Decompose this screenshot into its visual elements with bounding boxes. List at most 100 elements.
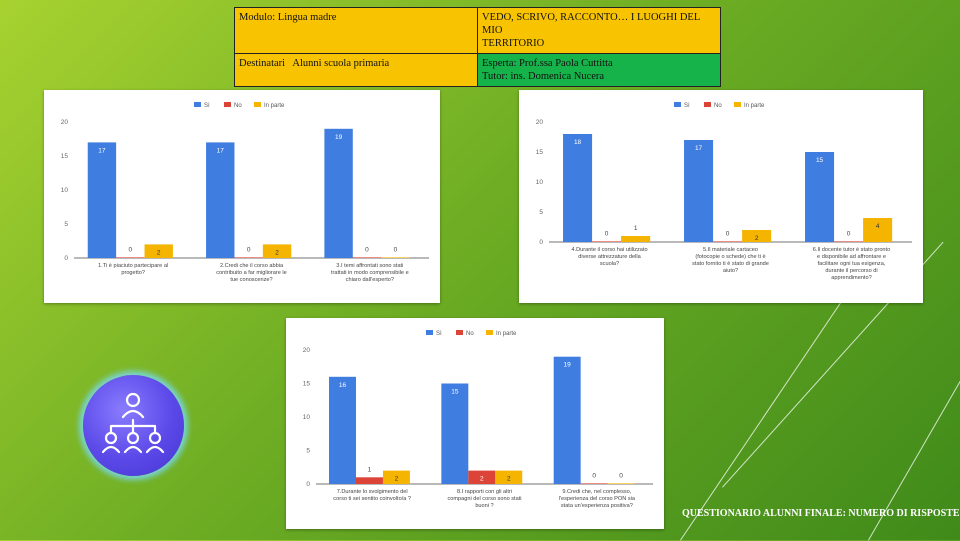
x-tick-label: 4.Durante il corso hai utilizzato: [571, 247, 647, 253]
data-label: 17: [217, 147, 225, 154]
bar: [553, 356, 581, 484]
x-tick-label: stato fornito ti è stato di grande: [692, 261, 769, 267]
bar: [495, 470, 523, 484]
data-label: 2: [507, 476, 511, 483]
x-tick-label: stata un'esperienza positiva?: [561, 503, 633, 509]
x-tick-label: trattati in modo comprensibile e: [331, 270, 409, 276]
data-label: 19: [564, 362, 572, 369]
x-tick-label: 7.Durante lo svolgimento del: [337, 489, 408, 495]
y-tick-label: 10: [61, 187, 69, 194]
y-tick-label: 10: [536, 179, 544, 186]
data-label: 18: [574, 139, 582, 146]
x-tick-label: tue conoscenze?: [230, 277, 272, 283]
module-label: Modulo: Lingua madre: [234, 7, 478, 54]
legend-label: In parte: [264, 103, 285, 109]
data-label: 2: [480, 476, 484, 483]
y-tick-label: 5: [539, 209, 543, 216]
data-label: 2: [275, 249, 279, 256]
x-tick-label: facilitare ogni tua esigenza,: [818, 261, 886, 267]
x-tick-label: 3.I temi affrontati sono stati: [336, 263, 403, 269]
data-label: 0: [847, 230, 851, 237]
bar: [382, 470, 410, 484]
expert-label: Esperta: Prof.ssa Paola Cuttitta: [482, 58, 613, 69]
bar: [116, 257, 145, 258]
y-tick-label: 5: [64, 221, 68, 228]
legend-swatch: [194, 102, 201, 107]
x-tick-label: l'esperienza del corso PON sia: [559, 496, 636, 502]
legend-swatch: [254, 102, 261, 107]
bar: [805, 152, 835, 242]
x-tick-label: buoni ?: [475, 503, 493, 509]
project-title: VEDO, SCRIVO, RACCONTO… I LUOGHI DEL MIO…: [477, 7, 721, 54]
x-tick-label: corso ti sei sentito coinvolto/a ?: [333, 496, 411, 502]
y-tick-label: 20: [61, 119, 69, 126]
y-tick-label: 15: [61, 153, 69, 160]
legend-label: Sì: [204, 103, 210, 109]
x-tick-label: 9.Credi che, nel complesso,: [562, 489, 631, 495]
x-tick-label: 2.Credi che il corso abbia: [220, 263, 284, 269]
bar: [592, 241, 622, 242]
bar: [621, 236, 651, 242]
chart-panel-2: Sì No In parte 0 5 10 15 20 18 0 1 4.Durante il cor…: [519, 90, 923, 303]
legend-swatch: [734, 102, 741, 107]
bar: [352, 257, 382, 258]
data-label: 15: [816, 157, 824, 164]
bar: [742, 230, 772, 242]
y-tick-label: 15: [303, 381, 311, 388]
data-label: 0: [394, 246, 398, 253]
survey-caption: QUESTIONARIO ALUNNI FINALE: NUMERO DI RI…: [682, 508, 960, 519]
data-label: 1: [368, 466, 372, 473]
staff-info: Esperta: Prof.ssa Paola Cuttitta Tutor: …: [477, 53, 721, 87]
x-tick-label: apprendimento?: [831, 275, 871, 281]
bar: [607, 483, 635, 484]
legend-swatch: [426, 330, 433, 335]
data-label: 17: [695, 145, 703, 152]
x-tick-label: compagni del corso sono stati: [447, 496, 521, 502]
bar: [329, 376, 356, 484]
bar: [324, 128, 353, 258]
data-label: 0: [726, 230, 730, 237]
x-tick-label: 5.Il materiale cartaceo: [703, 247, 758, 253]
data-label: 0: [129, 246, 133, 253]
bar: [563, 134, 593, 242]
x-tick-label: contribuito a far migliorare le: [216, 270, 287, 276]
bar: [834, 241, 864, 242]
data-label: 19: [335, 134, 343, 141]
chart-panel-3: Sì No In parte 0 5 10 15 20 16 1 2 7.Durante lo svo…: [286, 318, 664, 529]
legend-label: No: [466, 331, 474, 337]
legend-label: In parte: [496, 331, 517, 337]
legend-swatch: [456, 330, 463, 335]
project-title-line2: TERRITORIO: [482, 38, 545, 49]
data-label: 0: [592, 472, 596, 479]
x-tick-label: progetto?: [121, 270, 145, 276]
data-label: 4: [876, 223, 880, 230]
legend-label: In parte: [744, 103, 765, 109]
bar: [580, 483, 608, 484]
x-tick-label: 8.I rapporti con gli altri: [457, 489, 512, 495]
bar: [234, 257, 263, 258]
bar: [87, 142, 117, 258]
y-tick-label: 0: [306, 481, 310, 488]
x-tick-label: e disponibile ad affrontare e: [817, 254, 886, 260]
x-tick-label: aiuto?: [723, 268, 738, 274]
data-label: 2: [395, 476, 399, 483]
bar: [713, 241, 743, 242]
data-label: 2: [755, 235, 759, 242]
data-label: 2: [157, 249, 161, 256]
x-tick-label: (fotocopie o schede) che ti è: [695, 254, 765, 260]
y-tick-label: 10: [303, 414, 311, 421]
bar: [206, 142, 235, 258]
people-hierarchy-icon: [83, 375, 184, 476]
legend-label: No: [714, 103, 722, 109]
bar: [468, 470, 496, 484]
x-tick-label: diverse attrezzature della: [578, 254, 641, 260]
recipients-label: Destinatari Alunni scuola primaria: [234, 53, 478, 87]
data-label: 1: [634, 225, 638, 232]
bar: [144, 244, 173, 258]
y-tick-label: 0: [64, 255, 68, 262]
legend-swatch: [674, 102, 681, 107]
bar: [684, 140, 714, 242]
